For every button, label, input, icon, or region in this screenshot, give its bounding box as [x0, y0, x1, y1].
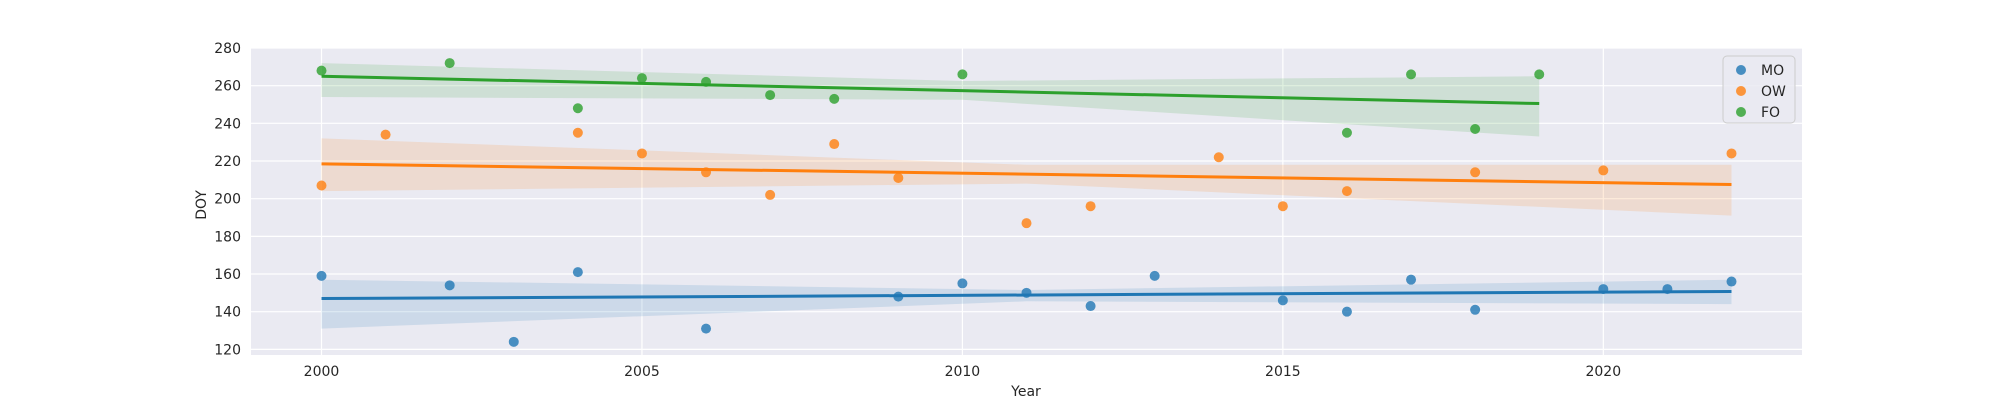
data-point-ow	[1598, 165, 1609, 176]
legend-label-ow: OW	[1761, 84, 1786, 100]
data-point-fo	[957, 69, 968, 80]
y-tick-label: 140	[214, 305, 241, 321]
legend-marker-ow	[1736, 86, 1746, 96]
data-point-mo	[444, 280, 455, 291]
data-point-ow	[1726, 148, 1737, 159]
legend-marker-mo	[1736, 65, 1746, 75]
data-point-ow	[765, 189, 776, 200]
data-point-mo	[1470, 304, 1481, 315]
confidence-band-fo	[321, 63, 1540, 137]
data-point-fo	[444, 58, 455, 69]
data-point-mo	[508, 336, 519, 347]
data-point-fo	[1534, 69, 1545, 80]
confidence-band-ow	[321, 138, 1732, 216]
y-tick-label: 160	[214, 267, 241, 283]
data-point-ow	[701, 167, 712, 178]
data-point-mo	[1726, 276, 1737, 287]
data-point-ow	[1021, 218, 1032, 229]
data-point-mo	[1406, 274, 1417, 285]
data-point-ow	[1277, 201, 1288, 212]
y-tick-label: 120	[214, 342, 241, 358]
data-point-ow	[380, 129, 391, 140]
legend-label-fo: FO	[1761, 105, 1780, 121]
data-point-mo	[316, 270, 327, 281]
data-point-mo	[1598, 284, 1609, 295]
data-point-fo	[765, 90, 776, 101]
x-tick-label: 2005	[624, 364, 660, 380]
data-point-mo	[957, 278, 968, 289]
data-point-ow	[1470, 167, 1481, 178]
legend-label-mo: MO	[1761, 63, 1784, 79]
y-tick-label: 280	[214, 41, 241, 57]
y-tick-label: 260	[214, 79, 241, 95]
data-point-ow	[572, 127, 583, 138]
legend-marker-fo	[1736, 107, 1746, 117]
y-tick-labels: 120 140 160 180 200 220 240 260 280	[214, 41, 241, 358]
data-point-mo	[701, 323, 712, 334]
x-tick-label: 2015	[1265, 364, 1301, 380]
plot-background	[251, 48, 1802, 355]
trend-line-fo	[321, 74, 1540, 106]
data-point-fo	[701, 76, 712, 87]
data-points	[316, 58, 1737, 347]
x-tick-label: 2000	[304, 364, 340, 380]
y-tick-label: 220	[214, 154, 241, 170]
data-point-fo	[1470, 123, 1481, 134]
trend-line-ow	[321, 162, 1732, 187]
data-point-fo	[636, 73, 647, 84]
x-axis-label: Year	[1010, 384, 1041, 400]
data-point-ow	[636, 148, 647, 159]
grid	[251, 47, 1802, 355]
data-point-ow	[1341, 186, 1352, 197]
data-point-mo	[1662, 284, 1673, 295]
data-point-mo	[1021, 287, 1032, 298]
data-point-ow	[829, 139, 840, 150]
data-point-mo	[1277, 295, 1288, 306]
x-tick-labels: 2000 2005 2010 2015 2020	[304, 364, 1621, 380]
y-tick-label: 180	[214, 229, 241, 245]
data-point-ow	[893, 172, 904, 183]
x-tick-label: 2010	[945, 364, 981, 380]
data-point-fo	[572, 103, 583, 114]
data-point-ow	[1213, 152, 1224, 163]
data-point-fo	[829, 93, 840, 104]
y-tick-label: 240	[214, 116, 241, 132]
data-point-mo	[572, 267, 583, 278]
data-point-ow	[1085, 201, 1096, 212]
data-point-mo	[1341, 306, 1352, 317]
data-point-fo	[316, 65, 327, 76]
data-point-fo	[1341, 127, 1352, 138]
data-point-mo	[1085, 301, 1096, 312]
legend: MO OW FO	[1722, 55, 1796, 124]
data-point-ow	[316, 180, 327, 191]
data-point-mo	[1149, 270, 1160, 281]
x-tick-label: 2020	[1585, 364, 1621, 380]
data-point-fo	[1406, 69, 1417, 80]
data-point-mo	[893, 291, 904, 302]
y-axis-label: DOY	[194, 190, 210, 220]
y-tick-label: 200	[214, 192, 241, 208]
